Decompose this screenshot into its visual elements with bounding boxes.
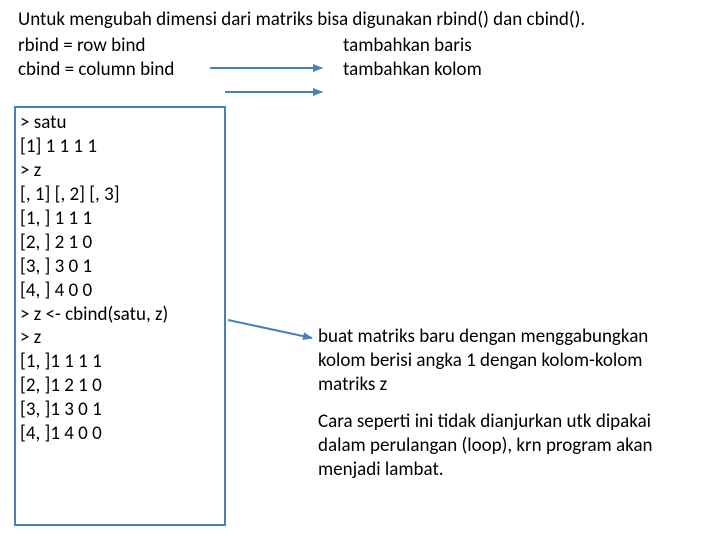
- code-line: [1] 1 1 1 1: [20, 135, 220, 159]
- code-line: > z: [20, 326, 220, 350]
- code-line: [, 1] [, 2] [, 3]: [20, 183, 220, 207]
- def-left: rbind = row bind: [18, 34, 213, 58]
- code-line: > z: [20, 159, 220, 183]
- definitions: rbind = row bind tambahkan baris cbind =…: [18, 34, 702, 82]
- code-box: > satu [1] 1 1 1 1 > z [, 1] [, 2] [, 3]…: [14, 106, 226, 526]
- def-row: cbind = column bind tambahkan kolom: [18, 58, 702, 82]
- code-line: > satu: [20, 111, 220, 135]
- code-line: > z <- cbind(satu, z): [20, 303, 220, 327]
- code-line: [3, ]1 3 0 1: [20, 398, 220, 422]
- def-left: cbind = column bind: [18, 58, 213, 82]
- intro-text: Untuk mengubah dimensi dari matriks bisa…: [18, 8, 702, 32]
- code-line: [3, ] 3 0 1: [20, 255, 220, 279]
- code-line: [4, ]1 4 0 0: [20, 422, 220, 446]
- note-combine: buat matriks baru dengan menggabungkan k…: [318, 325, 698, 396]
- def-row: rbind = row bind tambahkan baris: [18, 34, 702, 58]
- code-line: [2, ]1 2 1 0: [20, 374, 220, 398]
- code-line: [1, ] 1 1 1: [20, 207, 220, 231]
- def-right: tambahkan baris: [343, 34, 472, 58]
- def-right: tambahkan kolom: [343, 58, 482, 82]
- note-warning: Cara seperti ini tidak dianjurkan utk di…: [318, 410, 698, 481]
- code-line: [1, ]1 1 1 1: [20, 350, 220, 374]
- code-line: [4, ] 4 0 0: [20, 279, 220, 303]
- code-line: [2, ] 2 1 0: [20, 231, 220, 255]
